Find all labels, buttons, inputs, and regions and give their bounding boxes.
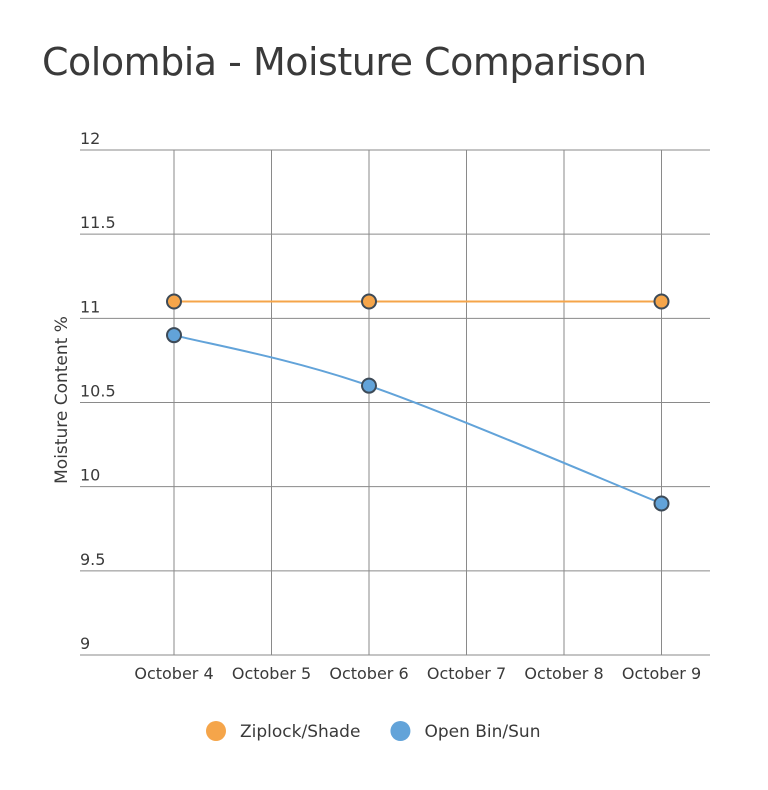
y-tick-label: 10 bbox=[80, 466, 100, 485]
data-point bbox=[166, 327, 182, 344]
data-point bbox=[653, 293, 670, 310]
x-tick-label: October 4 bbox=[134, 664, 213, 683]
legend-marker bbox=[390, 721, 411, 741]
data-point bbox=[166, 293, 182, 310]
data-point bbox=[653, 495, 670, 512]
legend-marker bbox=[206, 721, 226, 741]
y-tick-label: 11 bbox=[80, 297, 100, 316]
y-tick-label: 9 bbox=[80, 634, 90, 653]
chart-title: Colombia - Moisture Comparison bbox=[42, 40, 647, 84]
data-point bbox=[361, 377, 377, 394]
grid bbox=[80, 149, 710, 656]
x-tick-label: October 5 bbox=[232, 664, 311, 683]
legend-label: Ziplock/Shade bbox=[240, 722, 360, 742]
y-tick-label: 12 bbox=[80, 129, 100, 148]
x-tick-label: October 6 bbox=[329, 664, 408, 683]
y-tick-label: 9.5 bbox=[80, 550, 105, 569]
x-tick-label: October 7 bbox=[427, 664, 506, 683]
series bbox=[166, 293, 670, 512]
legend: Ziplock/Shade Open Bin/Sun bbox=[206, 721, 540, 742]
x-axis-ticks: October 4 October 5 October 6 October 7 Octo… bbox=[134, 664, 701, 683]
series-line bbox=[173, 334, 662, 505]
x-tick-label: October 8 bbox=[524, 664, 603, 683]
y-axis-ticks: 12 11.5 11 10.5 10 9.5 9 bbox=[80, 129, 116, 653]
y-axis-title: Moisture Content % bbox=[52, 316, 72, 484]
y-tick-label: 10.5 bbox=[80, 382, 116, 401]
legend-label: Open Bin/Sun bbox=[424, 722, 540, 742]
y-tick-label: 11.5 bbox=[80, 213, 116, 232]
data-point bbox=[361, 293, 377, 310]
x-tick-label: October 9 bbox=[622, 664, 701, 683]
